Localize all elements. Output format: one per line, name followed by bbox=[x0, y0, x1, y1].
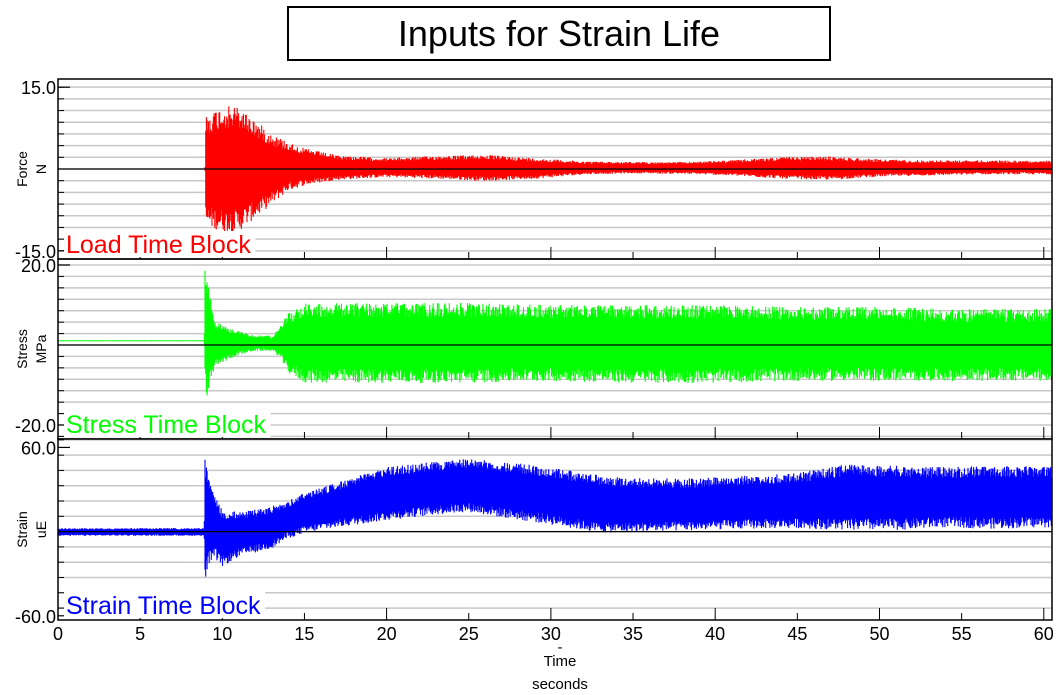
legend-label-strain: Strain Time Block bbox=[66, 592, 261, 620]
y-tick-label: 20.0 bbox=[21, 256, 56, 276]
x-tick-label: 25 bbox=[459, 624, 479, 644]
y-axis-unit: MPa bbox=[33, 334, 49, 363]
legend-background bbox=[64, 592, 266, 618]
y-tick-label: 15.0 bbox=[21, 78, 56, 98]
series-line-stress bbox=[58, 270, 1052, 396]
series-stress bbox=[58, 270, 1052, 396]
x-tick-label: 45 bbox=[787, 624, 807, 644]
y-axis-unit: N bbox=[33, 164, 49, 174]
x-axis-label: Time bbox=[544, 653, 577, 670]
panel-force: 15.0 -15.0 Force N Load Time Block bbox=[14, 78, 1053, 262]
legend-label-force: Load Time Block bbox=[66, 231, 251, 259]
x-axis-dash: - bbox=[558, 639, 563, 656]
panel-strain: 60.0 -60.0 Strain uE Strain Time Block bbox=[14, 438, 1053, 627]
x-tick-label: 50 bbox=[869, 624, 889, 644]
y-tick-label: -20.0 bbox=[15, 416, 56, 436]
y-axis-unit: uE bbox=[33, 521, 49, 538]
y-tick-label: 60.0 bbox=[21, 438, 56, 458]
legend-background bbox=[64, 411, 271, 437]
series-line-strain bbox=[58, 459, 1052, 577]
x-axis-unit: seconds bbox=[532, 676, 588, 693]
x-tick-label: 10 bbox=[212, 624, 232, 644]
x-tick-label: 30 bbox=[541, 624, 561, 644]
x-tick-label: 20 bbox=[377, 624, 397, 644]
y-tick-label: -60.0 bbox=[15, 607, 56, 627]
chart-title: Inputs for Strain Life bbox=[287, 6, 831, 61]
legend-label-stress: Stress Time Block bbox=[66, 411, 267, 439]
legend-background bbox=[64, 231, 256, 257]
x-tick-label: 15 bbox=[294, 624, 314, 644]
x-tick-label: 55 bbox=[952, 624, 972, 644]
y-axis-label: Force bbox=[14, 151, 30, 187]
x-tick-label: 0 bbox=[53, 624, 63, 644]
y-tick-label: -15.0 bbox=[15, 242, 56, 262]
x-tick-label: 5 bbox=[135, 624, 145, 644]
y-axis-label: Stress bbox=[14, 329, 30, 369]
y-axis-label: Strain bbox=[14, 511, 30, 548]
x-tick-label: 35 bbox=[623, 624, 643, 644]
panel-frame bbox=[57, 438, 1053, 621]
series-strain bbox=[58, 459, 1052, 577]
x-tick-label: 40 bbox=[705, 624, 725, 644]
x-tick-label: 60 bbox=[1034, 624, 1054, 644]
panel-stress: 20.0 -20.0 Stress MPa Stress Time Block bbox=[14, 256, 1053, 440]
